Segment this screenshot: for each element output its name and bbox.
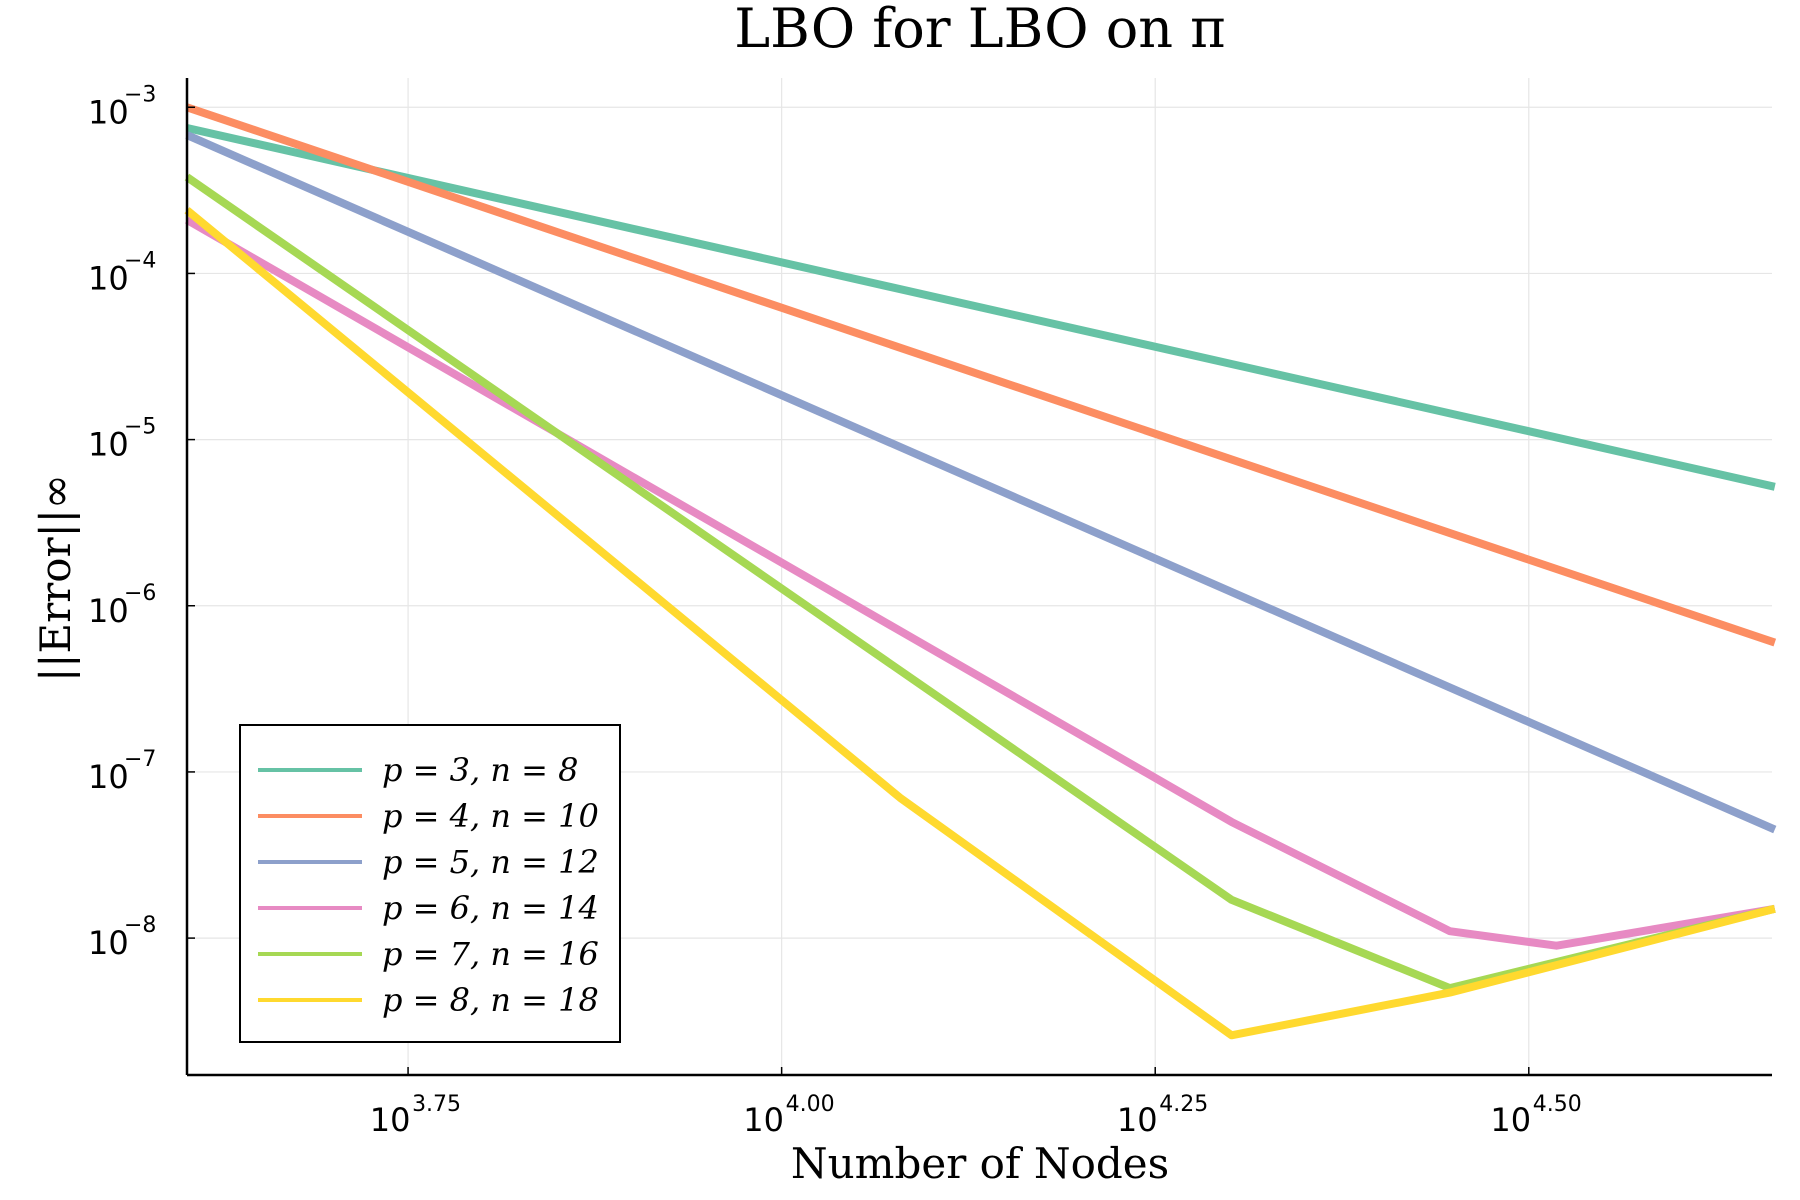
series-line-2 [185,103,1777,647]
y-tick-label: 10 [88,259,129,297]
legend-label-1: p = 3, n = 8 [382,751,578,789]
axes [185,78,1772,1077]
y-tick-label: 10 [88,924,129,962]
x-tick-label: 10 [1117,1101,1158,1139]
x-tick-exponent: 4.00 [786,1092,835,1117]
y-tick-exponent: −4 [124,248,156,273]
y-tick-label: 10 [88,426,129,464]
y-tick-exponent: −6 [124,581,156,606]
x-axis-label: Number of Nodes [791,1139,1169,1188]
x-tick-exponent: 4.50 [1533,1092,1582,1117]
legend-label-2: p = 4, n = 10 [382,797,599,835]
x-tick-label: 10 [1490,1101,1531,1139]
legend-label-5: p = 7, n = 16 [382,935,599,973]
x-tick-exponent: 4.25 [1159,1092,1208,1117]
ticks: 10 3.75 10 4.00 10 4.25 10 4.5010−310−410−510−6… [88,82,1582,1139]
legend-label-6: p = 8, n = 18 [382,981,599,1019]
y-tick-exponent: −7 [124,747,156,772]
legend-label-4: p = 6, n = 14 [382,889,599,927]
legend-label-3: p = 5, n = 12 [382,843,599,881]
legend-box [239,724,621,1043]
x-tick-exponent: 3.75 [412,1092,461,1117]
x-tick-label: 10 [743,1101,784,1139]
series-lines [184,103,1777,1040]
y-tick-exponent: −5 [124,415,156,440]
legend: p = 3, n = 8 p = 4, n = 10 p = 5, n = 12 p … [239,724,621,1043]
series-line-3 [185,131,1777,834]
y-tick-label: 10 [88,758,129,796]
series-line-1 [186,124,1776,491]
series-line-6 [184,207,1776,1040]
series-line-4 [185,216,1776,950]
y-tick-label: 10 [88,93,129,131]
chart-title: LBO for LBO on π [734,0,1225,60]
y-tick-exponent: −8 [124,913,156,938]
y-tick-label: 10 [88,592,129,630]
y-tick-exponent: −3 [124,82,156,107]
legend-items: p = 3, n = 8 p = 4, n = 10 p = 5, n = 12 p … [258,751,599,1019]
y-axis-label: ||Error||∞ [31,474,80,682]
x-tick-label: 10 [370,1101,411,1139]
